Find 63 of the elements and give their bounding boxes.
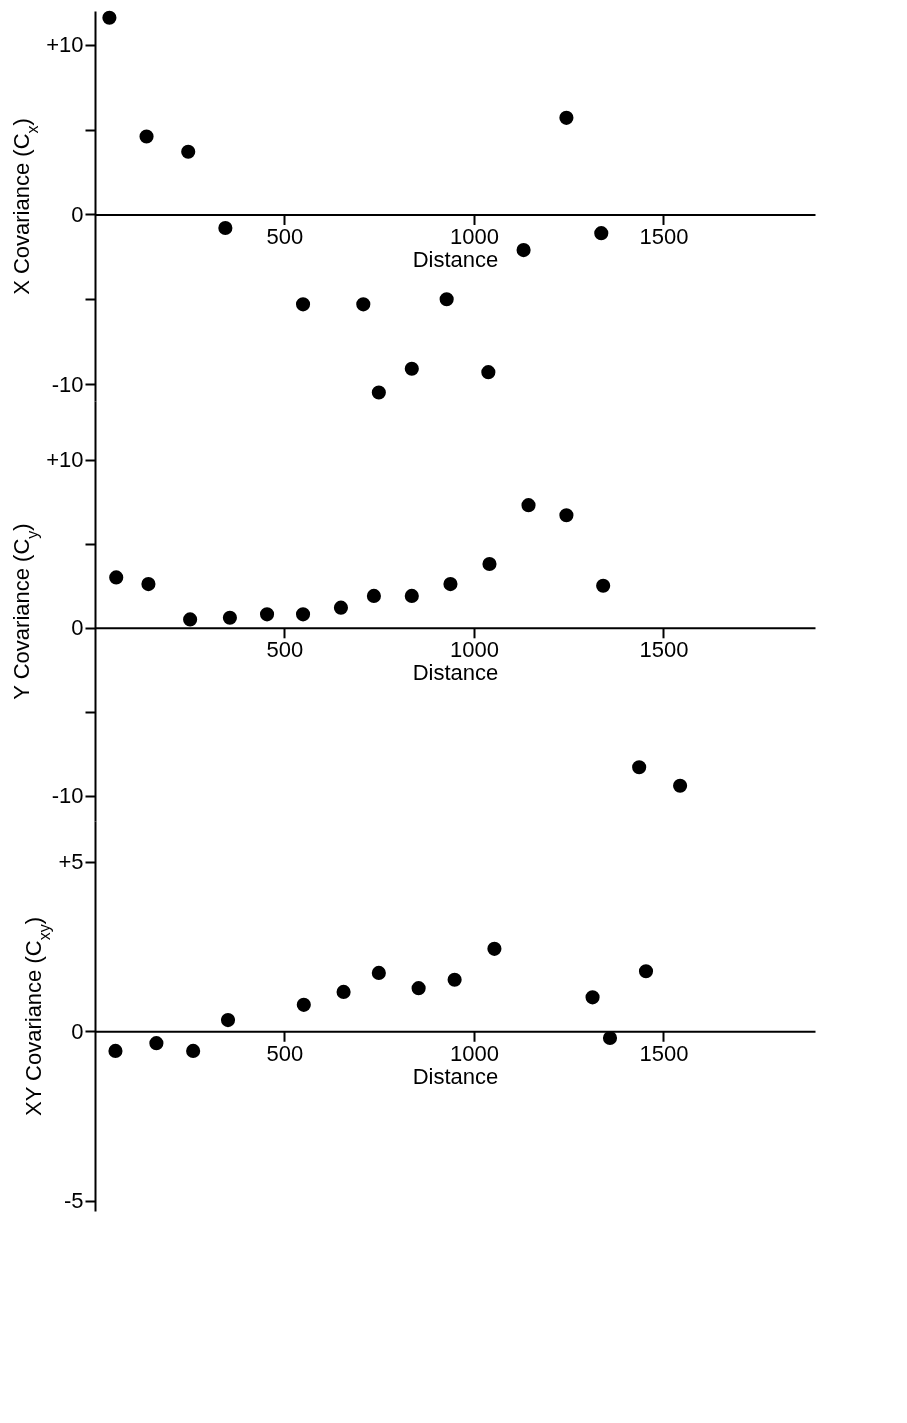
x-axis-title: Distance [412,246,499,272]
point [521,498,536,513]
point [602,1030,618,1046]
point [638,964,654,979]
point [594,226,609,241]
point [559,110,574,125]
point [296,997,311,1012]
point [439,292,454,307]
point [186,1043,201,1058]
point [139,129,154,144]
y-tick-label: +10 [46,32,84,58]
point [366,588,381,603]
point [333,600,349,615]
x-tick-label: 1000 [449,637,499,663]
point [336,984,351,999]
y-tick-label: +5 [58,849,84,875]
point [356,297,371,312]
point [443,577,458,592]
point [482,556,497,572]
point [141,577,156,592]
point [516,243,531,258]
point [371,965,386,980]
x-tick-label: 500 [266,637,304,663]
point [559,508,574,523]
point [149,1036,164,1051]
x-tick-label: 1500 [639,637,689,663]
x-tick-label: 1000 [449,1040,499,1066]
y-tick-label: 0 [71,615,84,641]
x-tick-label: 1500 [639,1040,689,1066]
y-tick-label: -10 [51,783,84,809]
point [181,144,196,159]
point [295,297,311,312]
point [371,385,386,400]
point [259,607,275,622]
point [220,1013,236,1028]
point [222,610,237,625]
y-tick-label: 0 [71,201,84,227]
y-tick-label: +10 [46,447,84,473]
point [109,570,124,585]
point [108,1043,123,1058]
y-tick-label: 0 [71,1018,84,1044]
point [487,941,502,956]
point [596,578,611,593]
x-tick-label: 1500 [639,223,689,249]
x-tick-label: 500 [266,223,304,249]
x-axis-title: Distance [412,1063,499,1089]
x-tick-label: 1000 [449,223,499,249]
point [404,588,419,603]
point [411,981,426,996]
point [673,778,688,793]
point [447,972,462,987]
point [585,990,600,1005]
point [404,361,419,376]
point [632,760,647,775]
point [183,612,198,627]
point [481,365,496,380]
x-tick-label: 500 [266,1040,304,1066]
point [102,10,117,25]
point [218,220,233,236]
y-tick-label: -5 [63,1188,84,1214]
y-tick-label: -10 [51,371,84,397]
point [295,607,311,622]
x-axis-title: Distance [412,660,499,686]
